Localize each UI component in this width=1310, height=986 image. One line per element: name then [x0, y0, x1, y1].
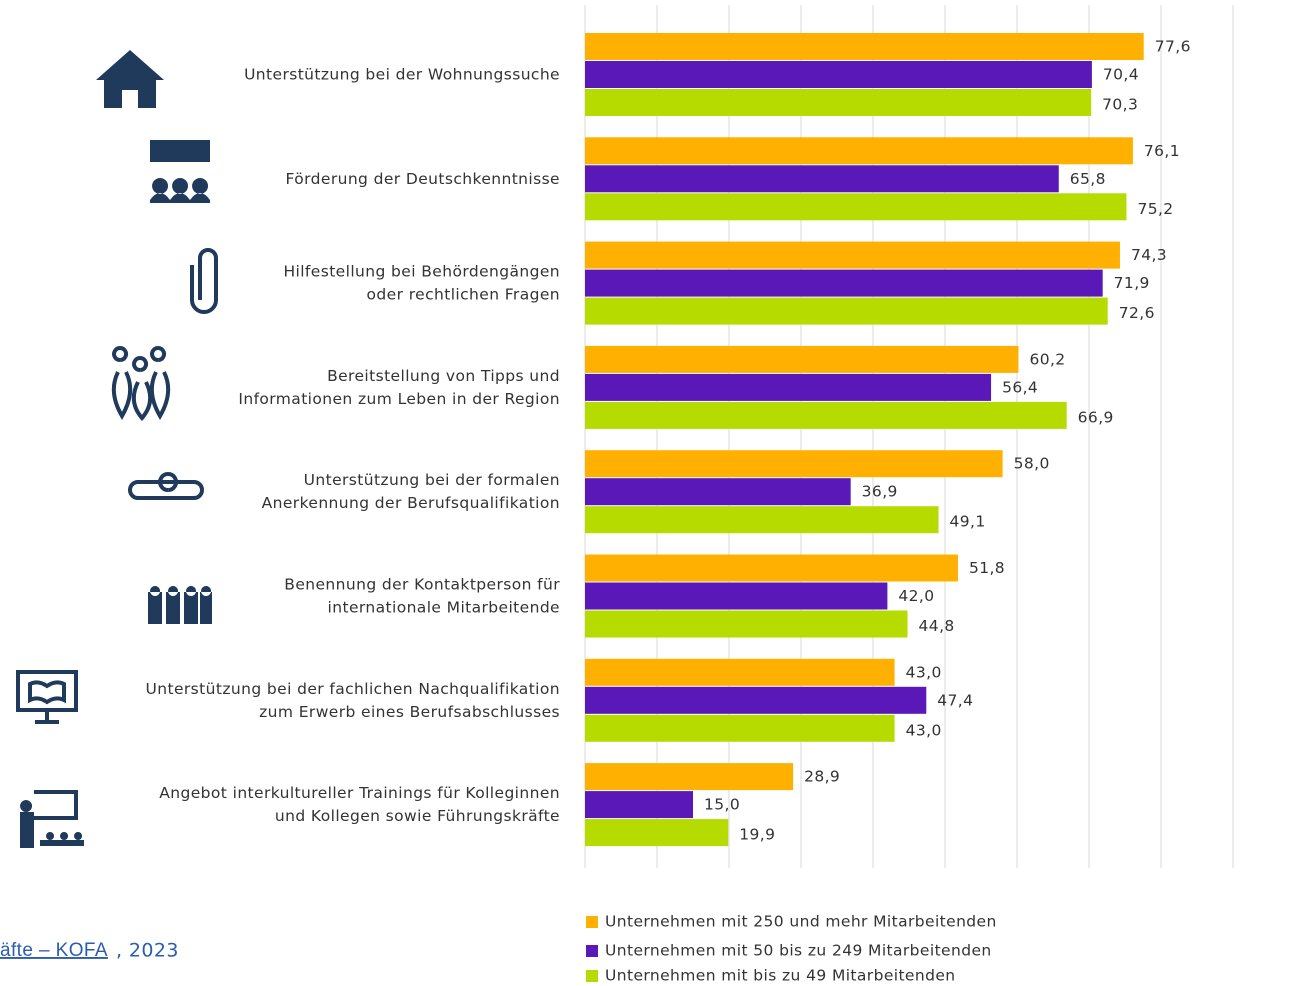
value-label: 70,3 — [1102, 96, 1138, 114]
value-label: 74,3 — [1131, 246, 1167, 264]
category-label: Informationen zum Leben in der Region — [238, 390, 560, 408]
legend-swatch — [586, 970, 598, 982]
icons — [16, 50, 218, 848]
bar — [585, 401, 1067, 429]
value-label: 65,8 — [1070, 170, 1106, 188]
category-label: Hilfestellung bei Behördengängen — [283, 263, 560, 281]
bar — [585, 819, 729, 847]
value-label: 36,9 — [862, 483, 898, 501]
category-label: Angebot interkultureller Trainings für K… — [159, 784, 560, 802]
category-label: internationale Mitarbeitende — [328, 599, 560, 617]
source-year: , 2023 — [116, 940, 179, 962]
bar — [585, 269, 1103, 297]
value-label: 72,6 — [1119, 304, 1155, 322]
value-label: 43,0 — [906, 663, 942, 681]
value-label: 44,8 — [919, 617, 955, 635]
category-label: Benennung der Kontaktperson für — [284, 576, 560, 594]
value-label: 66,9 — [1078, 408, 1114, 426]
bar — [585, 137, 1133, 165]
value-label: 75,2 — [1137, 200, 1173, 218]
bar — [585, 61, 1092, 88]
value-label: 77,6 — [1155, 38, 1191, 56]
category-label: Bereitstellung von Tipps und — [327, 367, 560, 385]
bar — [585, 193, 1127, 221]
category-label: oder rechtlichen Fragen — [367, 286, 560, 304]
value-label: 76,1 — [1144, 142, 1180, 160]
bar — [585, 686, 927, 714]
bar — [585, 373, 992, 401]
bar — [585, 241, 1120, 269]
value-label: 19,9 — [739, 826, 775, 844]
category-label: Förderung der Deutschkenntnisse — [286, 170, 560, 188]
bar — [585, 165, 1059, 193]
bar — [585, 658, 895, 686]
category-label: Unterstützung bei der formalen — [304, 471, 560, 489]
legend-label: Unternehmen mit 50 bis zu 249 Mitarbeite… — [605, 942, 992, 960]
category-label: Anerkennung der Berufsqualifikation — [262, 494, 560, 512]
value-label: 56,4 — [1002, 378, 1038, 396]
legend-swatch — [586, 945, 598, 957]
value-label: 60,2 — [1029, 350, 1065, 368]
legend-swatch — [586, 916, 598, 928]
value-label: 71,9 — [1114, 274, 1150, 292]
bar — [585, 582, 888, 610]
bar — [585, 450, 1003, 478]
bar — [585, 763, 794, 791]
category-label: Unterstützung bei der fachlichen Nachqua… — [146, 680, 560, 698]
value-label: 58,0 — [1014, 455, 1050, 473]
category-label: Unterstützung bei der Wohnungssuche — [244, 66, 560, 84]
bar — [585, 33, 1144, 60]
value-label: 15,0 — [704, 796, 740, 814]
source-link[interactable]: äfte – KOFA — [0, 940, 108, 961]
value-label: 49,1 — [950, 513, 986, 531]
category-label: und Kollegen sowie Führungskräfte — [275, 807, 560, 825]
legend-label: Unternehmen mit 250 und mehr Mitarbeiten… — [605, 913, 997, 931]
bar — [585, 478, 851, 506]
bar — [585, 345, 1019, 373]
bar — [585, 554, 958, 582]
bar — [585, 89, 1092, 116]
value-label: 51,8 — [969, 559, 1005, 577]
legend-label: Unternehmen mit bis zu 49 Mitarbeitenden — [605, 967, 956, 985]
value-label: 28,9 — [804, 768, 840, 786]
bar — [585, 610, 908, 638]
value-label: 42,0 — [898, 587, 934, 605]
value-label: 70,4 — [1103, 66, 1139, 84]
value-label: 47,4 — [937, 691, 973, 709]
bar — [585, 297, 1108, 325]
bar — [585, 791, 693, 819]
bar — [585, 506, 939, 534]
bar — [585, 714, 895, 742]
value-label: 43,0 — [906, 721, 942, 739]
category-label: zum Erwerb eines Berufsabschlusses — [259, 703, 560, 721]
